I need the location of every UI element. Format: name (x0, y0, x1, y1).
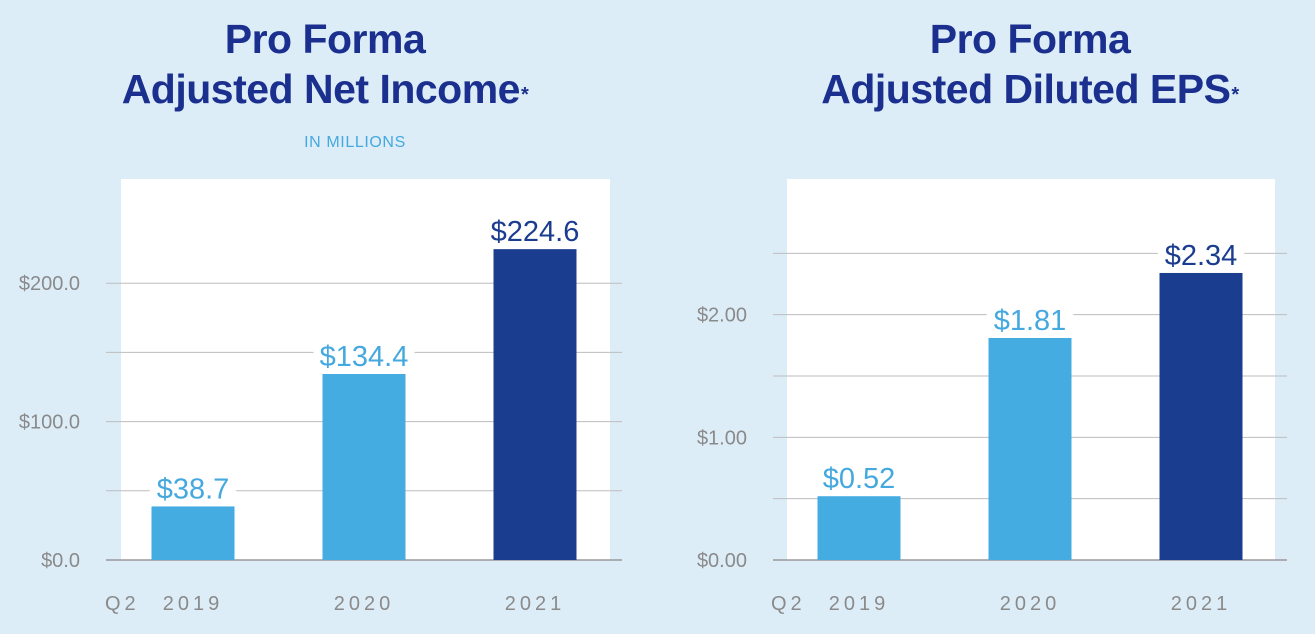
net-income-value-label-2019: $38.7 (157, 473, 230, 505)
net-income-title: Pro Forma Adjusted Net Income* (0, 14, 650, 114)
eps-title-line2-wrap: Adjusted Diluted EPS* (660, 64, 1315, 114)
net-income-footnote-mark: * (520, 84, 529, 106)
eps-panel: Pro Forma Adjusted Diluted EPS* $0.00 $1.… (660, 0, 1315, 634)
eps-x-tick-label: 2020 (1000, 593, 1061, 615)
eps-title-line2: Adjusted Diluted EPS (821, 66, 1231, 112)
net-income-bar-2020 (322, 373, 406, 560)
eps-value-label-2019: $0.52 (823, 463, 896, 495)
net-income-x-tick-label: 2020 (334, 593, 395, 615)
eps-y-tick-label: $1.00 (697, 427, 747, 449)
eps-value-label-bg (986, 301, 1074, 336)
eps-value-label-bg (815, 460, 903, 495)
net-income-x-tick-label: 2019 (163, 593, 224, 615)
net-income-x-prefix-label: Q2 (105, 593, 140, 615)
eps-bar-2019 (817, 496, 901, 560)
net-income-x-tick-label: 2021 (505, 593, 566, 615)
eps-bar-2021 (1159, 272, 1243, 560)
eps-x-tick-label: 2021 (1171, 593, 1232, 615)
net-income-subtitle: IN MILLIONS (304, 134, 406, 151)
net-income-title-line2-wrap: Adjusted Net Income* (0, 64, 650, 114)
net-income-y-tick-label: $0.0 (41, 550, 80, 572)
eps-footnote-mark: * (1231, 84, 1239, 106)
eps-value-label-2021: $2.34 (1165, 240, 1238, 272)
net-income-bar-2021 (493, 249, 577, 560)
net-income-title-line2: Adjusted Net Income (121, 66, 521, 112)
net-income-value-label-bg (313, 337, 415, 372)
net-income-y-tick-label: $100.0 (19, 412, 80, 434)
net-income-panel: Pro Forma Adjusted Net Income* IN MILLIO… (0, 0, 650, 634)
eps-y-tick-label: $0.00 (697, 550, 747, 572)
eps-bar-2020 (988, 337, 1072, 560)
net-income-y-tick-label: $200.0 (19, 273, 80, 295)
net-income-chart: $0.0 $100.0 $200.0 $38.7 $134.4 $224.6 Q2 2019 2… (19, 179, 622, 615)
net-income-value-label-bg (484, 213, 586, 248)
net-income-title-line1: Pro Forma (224, 16, 426, 62)
eps-chart: $0.00 $1.00 $2.00 $0.52 $1.81 $2.34 Q2 2019 2020… (697, 179, 1287, 615)
net-income-value-label-2021: $224.6 (491, 216, 580, 248)
net-income-value-label-bg (149, 470, 237, 505)
eps-title: Pro Forma Adjusted Diluted EPS* (660, 14, 1315, 114)
eps-x-tick-label: 2019 (829, 593, 890, 615)
eps-y-tick-label: $2.00 (697, 305, 747, 327)
eps-value-label-bg (1157, 236, 1245, 271)
eps-x-prefix-label: Q2 (771, 593, 806, 615)
eps-title-line1: Pro Forma (929, 16, 1131, 62)
net-income-value-label-2020: $134.4 (320, 341, 409, 373)
eps-value-label-2020: $1.81 (994, 305, 1067, 337)
net-income-bar-2019 (151, 506, 235, 560)
